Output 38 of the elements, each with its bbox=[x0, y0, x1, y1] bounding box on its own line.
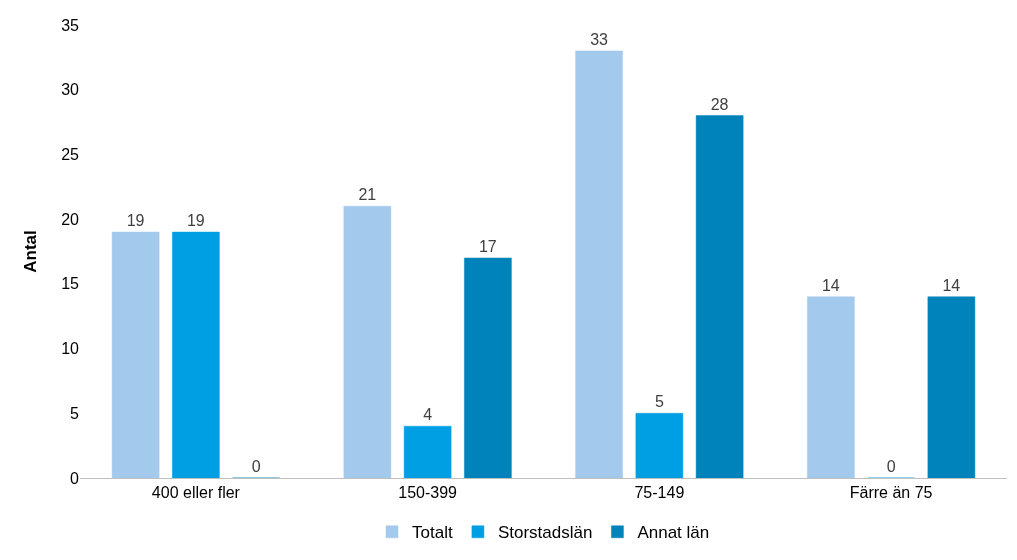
data-label: 0 bbox=[886, 458, 896, 475]
y-axis-title: Antal bbox=[20, 230, 40, 273]
legend-label: Totalt bbox=[412, 523, 453, 543]
bar bbox=[111, 231, 160, 478]
y-tick-label: 25 bbox=[61, 146, 80, 164]
x-tick-label: 150-399 bbox=[398, 484, 458, 502]
bar bbox=[695, 115, 744, 478]
data-label: 14 bbox=[942, 276, 961, 294]
data-label: 28 bbox=[710, 95, 729, 113]
legend-label: Storstadslän bbox=[497, 523, 593, 543]
bar bbox=[575, 50, 623, 478]
bar bbox=[927, 296, 976, 478]
y-tick-label: 35 bbox=[61, 16, 80, 34]
bar bbox=[403, 425, 452, 478]
bar bbox=[172, 231, 220, 478]
data-label: 21 bbox=[358, 186, 377, 204]
data-label: 14 bbox=[821, 276, 840, 294]
bar bbox=[635, 413, 684, 478]
x-tick-label: 75-149 bbox=[634, 484, 685, 502]
data-label: 5 bbox=[654, 393, 664, 411]
bar bbox=[343, 205, 392, 478]
data-label: 17 bbox=[478, 237, 497, 255]
data-label: 0 bbox=[251, 458, 261, 475]
y-tick-label: 20 bbox=[61, 210, 80, 228]
data-label: 19 bbox=[186, 212, 205, 230]
data-label: 33 bbox=[590, 30, 609, 48]
y-tick-label: 0 bbox=[70, 469, 80, 487]
data-label: 19 bbox=[126, 212, 145, 230]
y-tick-label: 15 bbox=[61, 275, 80, 293]
x-tick-label: 400 eller fler bbox=[151, 484, 241, 502]
legend-label: Annat län bbox=[637, 523, 710, 543]
y-tick-label: 10 bbox=[61, 340, 80, 358]
y-tick-label: 30 bbox=[61, 81, 80, 99]
bar bbox=[807, 296, 855, 478]
y-tick-label: 5 bbox=[70, 404, 80, 422]
x-tick-label: Färre än 75 bbox=[849, 484, 933, 502]
bar bbox=[464, 257, 512, 478]
data-label: 4 bbox=[423, 406, 433, 424]
